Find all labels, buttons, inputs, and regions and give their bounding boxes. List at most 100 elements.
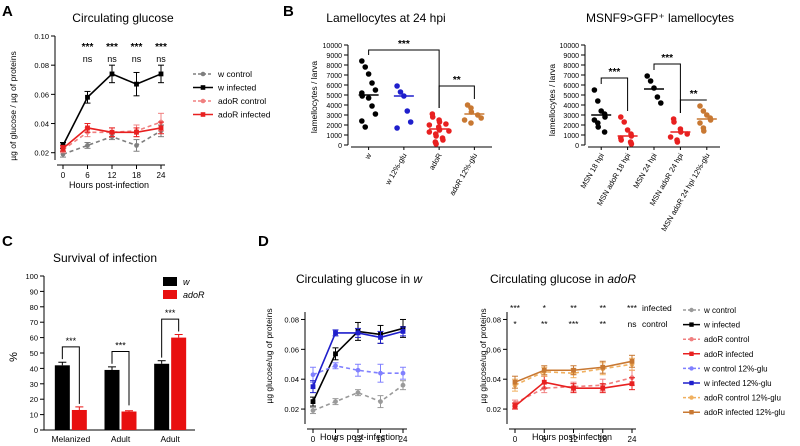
chart-d1-x-tick-label: 18	[376, 435, 385, 444]
chart-d1-ylabel: µg glucose/ug of proteins	[264, 308, 274, 403]
chart-d2-y-tick-label: 0.04	[486, 375, 501, 384]
chart-b2-y-tick-label: 4000	[563, 103, 579, 110]
chart-d2-data-point	[512, 379, 518, 385]
chart-b1-data-point	[436, 119, 443, 125]
chart-a-data-point	[85, 94, 90, 100]
legend-d-label: w infected	[703, 321, 740, 330]
chart-d2-data-point	[629, 358, 635, 364]
chart-a-data-point	[158, 71, 164, 77]
chart-b2-y-tick-label: 9000	[563, 53, 579, 60]
chart-b2-y-tick-label: 0	[575, 143, 579, 150]
legend-d-marker	[689, 380, 694, 386]
chart-b2-data-point	[697, 120, 703, 126]
chart-d2-series-line	[514, 363, 633, 386]
chart-d1-series-w-control	[310, 380, 406, 415]
chart-d2-sig-label: **	[570, 303, 577, 313]
chart-b1-y-tick-label: 9000	[326, 53, 342, 60]
chart-c-category-label: eggs	[62, 444, 80, 446]
chart-c-y-tick-label: 30	[30, 380, 38, 389]
chart-d2-sig-label: **	[599, 319, 606, 329]
chart-c-sig-bracket	[61, 346, 80, 404]
chart-d1-data-point	[400, 370, 406, 376]
legend-d-item: adoR infected	[683, 350, 753, 359]
chart-d1-data-point	[400, 382, 406, 388]
chart-c-y-tick-label: 50	[30, 349, 38, 358]
legend-d-marker	[689, 395, 694, 400]
chart-d1-x-tick-label: 12	[354, 435, 363, 444]
chart-b1-y-tick-label: 1000	[326, 133, 342, 140]
chart-d2-sig-label: **	[599, 303, 606, 313]
chart-c-category-label: Melanized	[51, 434, 90, 444]
chart-d1-y-tick-label: 0.08	[284, 315, 299, 324]
chart-b1-y-tick-label: 5000	[326, 93, 342, 100]
chart-d1-data-point	[310, 384, 316, 390]
panel-b-titles: Lamellocytes at 24 hpi lamellocytes / la…	[309, 11, 734, 136]
chart-b1-sig-label: **	[453, 75, 461, 86]
legend-d-label: adoR control 12%-glu	[704, 394, 781, 403]
chart-a-data-point	[60, 145, 66, 151]
chart-d2-data-point	[571, 385, 576, 391]
legend-d-item: adoR control	[683, 335, 750, 344]
chart-b1-data-point	[365, 95, 372, 101]
chart-d1-data-point	[333, 399, 338, 404]
chart-c-bar	[121, 411, 137, 430]
chart-d1-data-point	[310, 372, 316, 378]
legend-d-label: adoR infected 12%-glu	[704, 408, 785, 417]
chart-b2-data-point	[674, 139, 681, 145]
chart-b1-data-point	[362, 64, 369, 70]
chart-d2-sig-row-label: infected	[642, 303, 672, 313]
chart-b2-data-point	[658, 100, 664, 106]
chart-d2-x-tick-label: 24	[628, 435, 637, 444]
chart-a-series-line	[62, 121, 162, 151]
chart-a-x-tick-label: 18	[132, 171, 141, 180]
chart-d2-series-ador-infected-12-glu	[512, 354, 635, 389]
legend-a-marker	[200, 112, 206, 117]
chart-c-ylabel: %	[8, 352, 20, 362]
legend-d-marker	[689, 337, 694, 342]
chart-b1-data-point	[404, 108, 411, 114]
chart-a-sig-control: ns	[83, 54, 93, 64]
chart-b2-sig-label: ***	[661, 53, 673, 64]
chart-d2-ylabel: µg glucose/ug of proteins	[478, 308, 488, 403]
chart-a-y-tick-label: 0.08	[34, 61, 49, 70]
chart-a-y-tick-label: 0.10	[34, 32, 49, 41]
chart-b1-data-point	[478, 115, 484, 121]
chart-d1-series-w-control-12-glu	[310, 362, 406, 383]
chart-a-sig-control: ns	[156, 54, 166, 64]
chart-d1-y-tick-label: 0.06	[284, 345, 299, 354]
chart-b1-data-point	[394, 125, 400, 131]
legend-d-marker	[689, 351, 694, 356]
legend-d-item: w control	[683, 306, 736, 315]
chart-b2-category-label: MSN 18 hpi	[579, 151, 607, 190]
chart-b2-data-point	[618, 137, 624, 143]
legend-d-item: w infected	[683, 321, 740, 330]
chart-c-y-tick-label: 20	[30, 395, 38, 404]
chart-c-y-tick-label: 70	[30, 318, 38, 327]
chart-d2-title-text: Circulating glucose in	[490, 272, 604, 286]
chart-d2-data-point	[541, 379, 547, 385]
legend-a-item: w infected	[193, 83, 257, 93]
chart-b1-data-point	[362, 124, 369, 130]
chart-d2-y-tick-label: 0.02	[486, 405, 501, 414]
chart-b2-data-point	[628, 141, 635, 147]
chart-c-category-label: Adult	[111, 434, 131, 444]
chart-b1-data-point	[461, 117, 468, 123]
chart-d1-data-point	[333, 330, 338, 336]
chart-b1-data-point	[426, 122, 433, 128]
chart-a-sig-infected: ***	[106, 42, 118, 53]
chart-d1-data-point	[400, 329, 406, 334]
legend-a-label: adoR infected	[218, 110, 271, 120]
chart-d2-sig-label: ***	[510, 303, 521, 313]
panel-label-c: C	[2, 233, 13, 250]
chart-d1-y-tick-label: 0.02	[284, 405, 299, 414]
chart-b1-data-point	[359, 58, 365, 64]
panel-a-titles: Circulating glucose Hours post-infection…	[8, 11, 174, 190]
chart-b1-data-point	[407, 119, 414, 125]
chart-b2-category-label: MSN 24 hpi	[631, 151, 659, 190]
chart-a-sig-control: ns	[107, 54, 117, 64]
chart-c-bar	[154, 363, 170, 430]
chart-b1-data-point	[369, 103, 375, 109]
chart-b1-data-point	[394, 83, 400, 89]
chart-c-bar	[71, 409, 87, 430]
